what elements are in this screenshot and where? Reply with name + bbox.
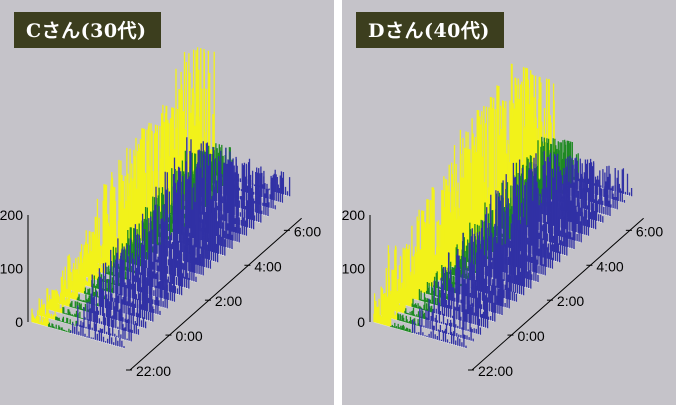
chart-panel-c: 0 100 200 22:00 0:00 2:00 4:00 6:00 Cさん(30代) <box>0 0 334 405</box>
trace-spikes <box>77 305 132 342</box>
trace-spikes <box>373 293 392 327</box>
time-tick-label: 0:00 <box>517 328 544 344</box>
trace-spikes <box>426 298 482 335</box>
chart-svg-d: 0 100 200 22:00 0:00 2:00 4:00 6:00 <box>342 63 663 379</box>
z-tick-label: 200 <box>342 207 365 223</box>
time-tick-label: 2:00 <box>215 293 242 309</box>
time-axis <box>129 217 302 371</box>
chart-title-d: Dさん(40代) <box>356 12 504 48</box>
trace-spikes <box>389 322 414 333</box>
trace-spikes <box>69 320 125 348</box>
chart-svg-c: 0 100 200 22:00 0:00 2:00 4:00 6:00 <box>0 47 321 379</box>
trace-spikes <box>31 308 50 327</box>
chart-panel-d: 0 100 200 22:00 0:00 2:00 4:00 6:00 Dさん(40代) <box>342 0 676 405</box>
time-tick-label: 22:00 <box>478 363 513 379</box>
time-tick-label: 2:00 <box>557 293 584 309</box>
trace-spikes <box>47 322 72 333</box>
trace-spikes <box>98 262 154 322</box>
plot-area: 0 100 200 22:00 0:00 2:00 4:00 6:00 <box>342 63 663 379</box>
chart-title-c: Cさん(30代) <box>14 12 161 48</box>
plot-area: 0 100 200 22:00 0:00 2:00 4:00 6:00 <box>0 47 321 379</box>
time-tick-label: 4:00 <box>596 258 623 274</box>
time-tick-label: 6:00 <box>294 223 321 239</box>
time-axis <box>471 217 644 371</box>
z-tick-label: 0 <box>15 314 23 330</box>
time-tick-label: 22:00 <box>136 363 171 379</box>
time-tick-label: 6:00 <box>636 223 663 239</box>
trace-spikes <box>113 238 168 309</box>
z-tick-label: 200 <box>0 207 23 223</box>
trace-spikes <box>419 308 474 342</box>
trace-spikes <box>84 293 140 335</box>
z-tick-label: 100 <box>0 261 23 277</box>
z-tick-label: 0 <box>357 314 365 330</box>
trace-spikes <box>411 319 467 348</box>
time-tick-label: 4:00 <box>254 258 281 274</box>
time-tick-label: 0:00 <box>175 328 202 344</box>
trace-spikes <box>55 316 79 327</box>
trace-spikes <box>433 280 489 329</box>
z-tick-label: 100 <box>342 261 365 277</box>
